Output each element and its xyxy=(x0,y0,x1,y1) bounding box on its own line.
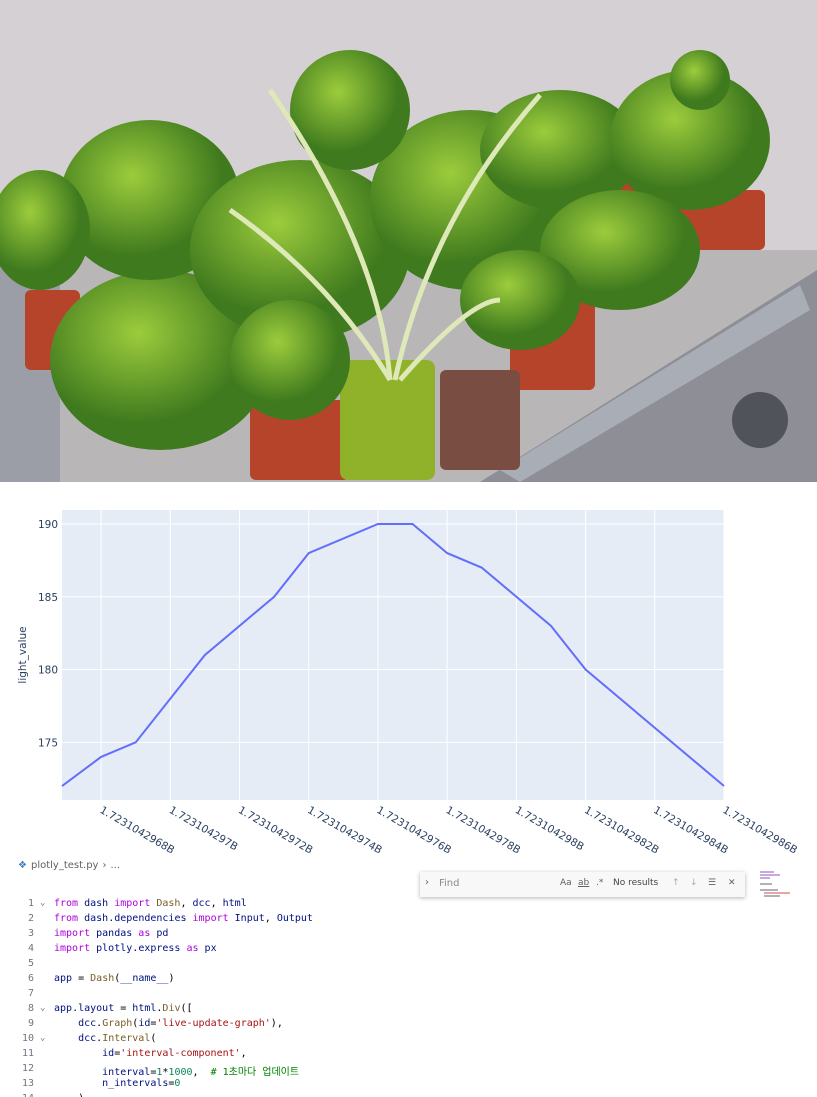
match-case[interactable]: Aa xyxy=(560,878,572,888)
code-line: import pandas as pd xyxy=(54,928,169,939)
code-line: import plotly.express as px xyxy=(54,943,217,954)
find-widget: › Find Aa ab .* No results ↑ ↓ ☰ ✕ xyxy=(420,872,745,897)
x-tick-label: 1.7231042974B xyxy=(305,804,384,856)
x-tick-label: 1.7231042972B xyxy=(236,804,315,856)
line-chart: light_value 1751801851901.7231042968B1.7… xyxy=(17,510,800,857)
line-number: 14 xyxy=(0,1093,34,1097)
plot-background xyxy=(62,510,724,800)
find-input[interactable]: Find xyxy=(439,878,460,889)
line-number: 8 xyxy=(27,1003,34,1014)
plant-photo xyxy=(0,0,817,482)
find-in-selection[interactable]: ☰ xyxy=(708,878,717,888)
breadcrumb-file[interactable]: plotly_test.py xyxy=(30,860,99,871)
match-word[interactable]: ab xyxy=(578,878,590,888)
line-number: 1 xyxy=(27,898,34,909)
next-match[interactable]: ↓ xyxy=(690,878,698,888)
find-status: No results xyxy=(613,878,659,888)
code-line: n_intervals=0 xyxy=(54,1078,181,1089)
y-tick-label: 190 xyxy=(38,519,58,531)
code-line: from dash import Dash, dcc, html xyxy=(54,898,247,909)
code-line: ), xyxy=(54,1093,90,1097)
code-line: from dash.dependencies import Input, Out… xyxy=(54,913,313,924)
line-number: 2 xyxy=(27,913,34,924)
y-tick-label: 180 xyxy=(38,665,58,677)
y-tick-label: 175 xyxy=(38,737,58,749)
line-number: 11 xyxy=(21,1048,34,1059)
x-tick-label: 1.7231042984B xyxy=(651,804,730,856)
fold-toggle[interactable]: ⌄ xyxy=(40,1033,46,1043)
x-tick-label: 1.723104298B xyxy=(513,804,586,853)
line-number: 9 xyxy=(27,1018,34,1029)
line-number: 13 xyxy=(21,1078,34,1089)
previous-match[interactable]: ↑ xyxy=(672,878,680,888)
x-tick-label: 1.7231042982B xyxy=(582,804,661,856)
code-line: id='interval-component', xyxy=(54,1048,247,1059)
breadcrumb-symbol[interactable]: ... xyxy=(110,860,121,871)
line-number: 7 xyxy=(27,988,34,999)
line-number: 4 xyxy=(27,943,34,954)
use-regex[interactable]: .* xyxy=(596,878,604,888)
close-find[interactable]: ✕ xyxy=(728,878,736,888)
line-number: 12 xyxy=(21,1063,34,1074)
python-icon: ❖ xyxy=(18,860,27,871)
x-tick-label: 1.7231042968B xyxy=(98,804,177,856)
code-line: dcc.Graph(id='live-update-graph'), xyxy=(54,1018,283,1029)
line-number: 10 xyxy=(21,1033,34,1044)
code-line: interval=1*1000, # 1초마다 업데이트 xyxy=(54,1067,300,1078)
x-tick-label: 1.7231042976B xyxy=(374,804,453,856)
code-line: dcc.Interval( xyxy=(54,1033,157,1044)
line-number: 3 xyxy=(27,928,34,939)
fold-toggle[interactable]: ⌄ xyxy=(40,898,46,908)
x-tick-label: 1.723104297B xyxy=(167,804,240,853)
breadcrumb: ❖ plotly_test.py ›... xyxy=(18,860,121,871)
fold-toggle[interactable]: ⌄ xyxy=(40,1003,46,1013)
code-line: app = Dash(__name__) xyxy=(54,973,175,984)
y-tick-label: 185 xyxy=(38,592,58,604)
x-tick-label: 1.7231042986B xyxy=(721,804,800,856)
toggle-replace[interactable]: › xyxy=(425,877,429,888)
y-axis-title: light_value xyxy=(17,626,29,683)
data-line xyxy=(61,522,725,787)
minimap xyxy=(760,871,790,897)
line-number: 6 xyxy=(27,973,34,984)
code-line: app.layout = html.Div([ xyxy=(54,1003,193,1014)
code-editor: ❖ plotly_test.py ›... › Find Aa ab .* No r… xyxy=(0,860,817,1097)
x-tick-label: 1.7231042978B xyxy=(444,804,523,856)
line-number: 5 xyxy=(27,958,34,969)
